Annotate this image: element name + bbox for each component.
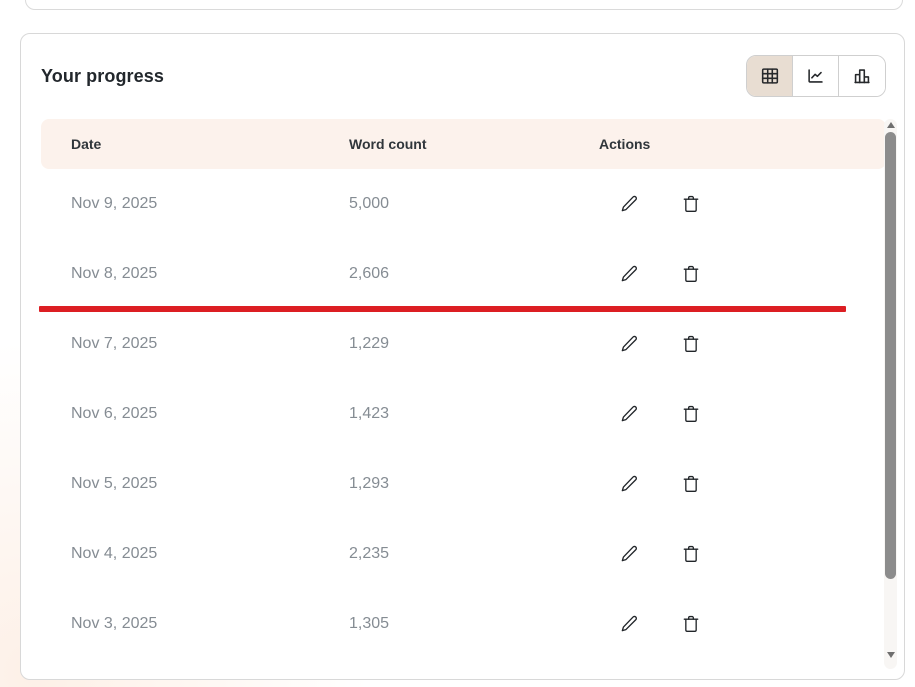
table-icon	[759, 65, 781, 87]
trash-icon	[681, 544, 701, 564]
edit-button[interactable]	[619, 194, 639, 214]
page-title: Your progress	[41, 65, 164, 86]
bar-chart-icon	[851, 65, 873, 87]
row-actions	[599, 474, 886, 494]
row-date: Nov 5, 2025	[71, 475, 158, 492]
row-word-count: 5,000	[349, 195, 390, 212]
trash-icon	[681, 614, 701, 634]
table-header-row: Date Word count Actions	[41, 119, 886, 169]
table-row: Nov 7, 2025 1,229	[41, 309, 886, 379]
row-word-count: 1,305	[349, 615, 390, 632]
row-date: Nov 9, 2025	[71, 195, 158, 212]
table-row: Nov 4, 2025 2,235	[41, 519, 886, 589]
row-date: Nov 6, 2025	[71, 405, 158, 422]
delete-button[interactable]	[681, 614, 701, 634]
pencil-icon	[619, 334, 639, 354]
pencil-icon	[619, 474, 639, 494]
delete-button[interactable]	[681, 264, 701, 284]
edit-button[interactable]	[619, 264, 639, 284]
delete-button[interactable]	[681, 194, 701, 214]
row-word-count: 1,423	[349, 405, 390, 422]
table-row: Nov 3, 2025 1,305	[41, 589, 886, 659]
trash-icon	[681, 334, 701, 354]
progress-table: Date Word count Actions Nov 9, 2025 5,00…	[39, 119, 886, 659]
row-date: Nov 4, 2025	[71, 545, 158, 562]
row-word-count: 1,229	[349, 335, 390, 352]
view-toggle-line-chart[interactable]	[793, 56, 839, 96]
table-rows: Nov 9, 2025 5,000 N	[39, 169, 886, 659]
edit-button[interactable]	[619, 544, 639, 564]
scrollbar[interactable]	[884, 119, 897, 669]
trash-icon	[681, 404, 701, 424]
view-toggle-bar-chart[interactable]	[839, 56, 885, 96]
pencil-icon	[619, 614, 639, 634]
table-row: Nov 8, 2025 2,606	[41, 239, 886, 309]
scrollbar-thumb[interactable]	[885, 132, 896, 579]
card-header: Your progress	[41, 55, 886, 97]
row-actions	[599, 334, 886, 354]
table-row: Nov 5, 2025 1,293	[41, 449, 886, 519]
table-row: Nov 9, 2025 5,000	[41, 169, 886, 239]
row-date: Nov 7, 2025	[71, 335, 158, 352]
row-word-count: 1,293	[349, 475, 390, 492]
card-above-partial	[25, 0, 903, 10]
row-word-count: 2,235	[349, 545, 390, 562]
pencil-icon	[619, 544, 639, 564]
view-toggle-group	[746, 55, 886, 97]
row-actions	[599, 404, 886, 424]
edit-button[interactable]	[619, 404, 639, 424]
column-header-date: Date	[71, 136, 102, 152]
pencil-icon	[619, 404, 639, 424]
edit-button[interactable]	[619, 334, 639, 354]
scroll-down-arrow-icon[interactable]	[884, 649, 897, 661]
trash-icon	[681, 194, 701, 214]
delete-button[interactable]	[681, 544, 701, 564]
row-word-count: 2,606	[349, 265, 390, 282]
pencil-icon	[619, 264, 639, 284]
delete-button[interactable]	[681, 474, 701, 494]
delete-button[interactable]	[681, 334, 701, 354]
progress-card: Your progress	[20, 33, 905, 680]
row-date: Nov 3, 2025	[71, 615, 158, 632]
line-chart-icon	[805, 65, 827, 87]
pencil-icon	[619, 194, 639, 214]
trash-icon	[681, 264, 701, 284]
edit-button[interactable]	[619, 474, 639, 494]
row-actions	[599, 544, 886, 564]
column-header-word-count: Word count	[349, 136, 427, 152]
scroll-up-arrow-icon[interactable]	[884, 119, 897, 131]
row-actions	[599, 614, 886, 634]
row-date: Nov 8, 2025	[71, 265, 158, 282]
column-header-actions: Actions	[599, 136, 651, 152]
view-toggle-table[interactable]	[747, 56, 793, 96]
row-actions	[599, 194, 886, 214]
table-row: Nov 6, 2025 1,423	[41, 379, 886, 449]
edit-button[interactable]	[619, 614, 639, 634]
delete-button[interactable]	[681, 404, 701, 424]
row-actions	[599, 264, 886, 284]
trash-icon	[681, 474, 701, 494]
